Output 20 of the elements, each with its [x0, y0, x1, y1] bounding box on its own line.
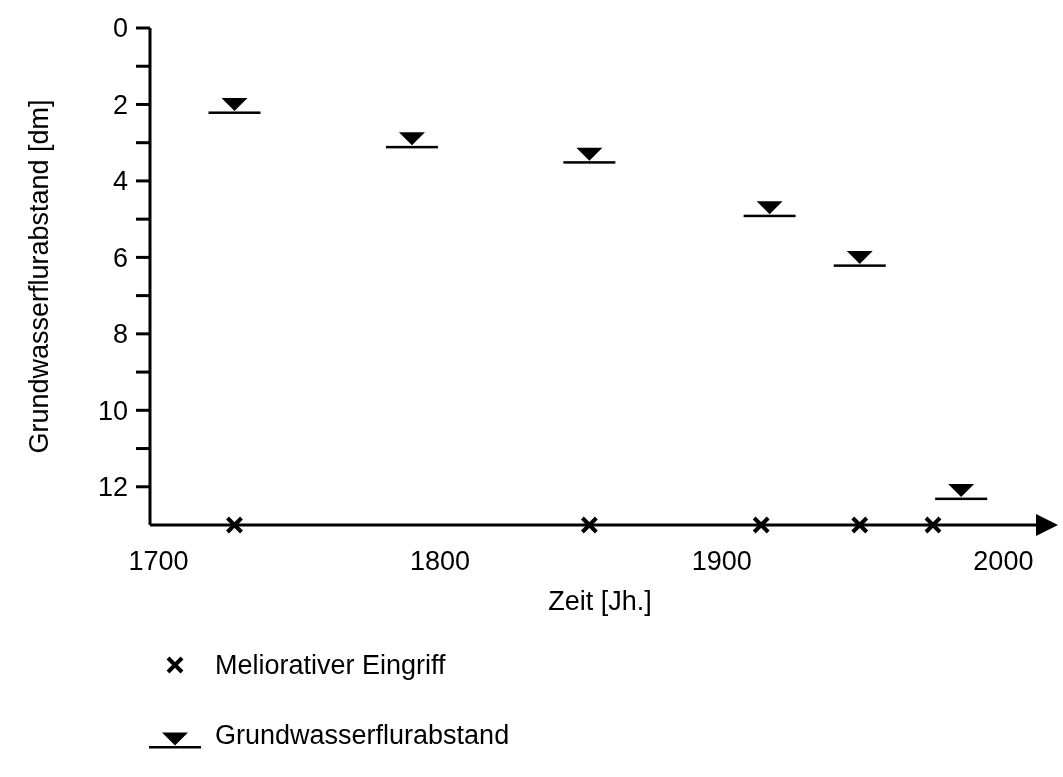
legend-label: Grundwasserflurabstand [215, 720, 510, 751]
point [580, 516, 599, 534]
point [923, 516, 942, 534]
legend-label: Meliorativer Eingriff [215, 650, 447, 681]
point [752, 516, 771, 534]
x-tick-label: 1800 [410, 546, 471, 576]
y-tick-label: 0 [112, 13, 128, 44]
y-tick-label: 4 [112, 166, 128, 197]
y-tick-label: 12 [97, 472, 128, 503]
point [850, 516, 869, 534]
y-axis-title: Grundwasserflurabstand [dm] [24, 99, 54, 454]
y-tick-label: 8 [112, 319, 128, 350]
x-tick-label: 1900 [691, 546, 752, 576]
y-tick-label: 2 [112, 89, 128, 120]
x-tick-label: 2000 [973, 546, 1034, 576]
y-tick-label: 10 [97, 395, 128, 426]
point [225, 516, 244, 534]
y-tick-label: 6 [112, 242, 128, 273]
x-tick-label: 1700 [128, 546, 189, 576]
x-axis-title: Zeit [Jh.] [548, 586, 652, 616]
